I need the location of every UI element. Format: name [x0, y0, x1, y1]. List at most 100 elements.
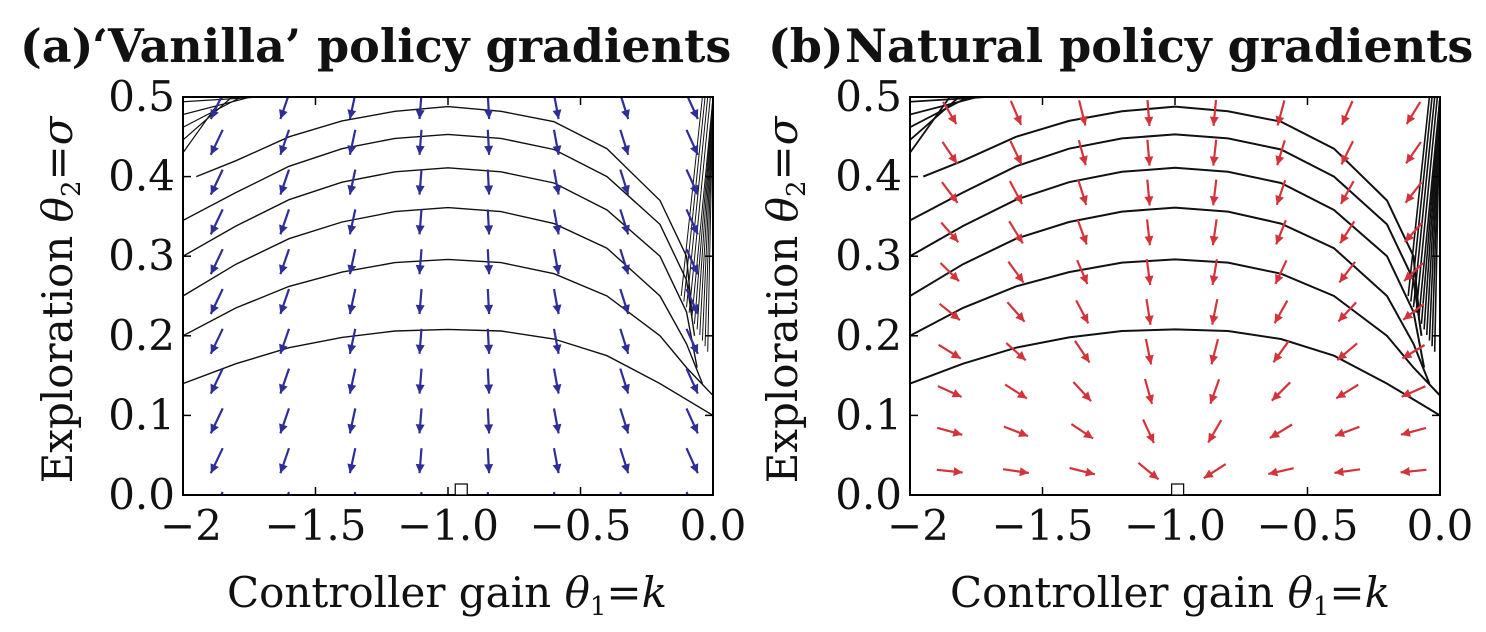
panel-b-ylabel: Exploration θ2=σ: [758, 115, 812, 483]
arrow-head: [1079, 195, 1088, 205]
gradient-arrow: [484, 288, 494, 315]
gradient-arrow: [1069, 466, 1096, 477]
y-tick-label: 0.3: [835, 231, 902, 280]
gradient-arrow: [1334, 467, 1361, 477]
gradient-arrow: [1142, 419, 1155, 444]
contour-line: [910, 258, 1440, 397]
gradient-arrow: [1207, 419, 1223, 444]
gradient-arrow: [619, 169, 630, 195]
gradient-arrow: [1209, 219, 1219, 246]
contour-line: [910, 97, 978, 116]
arrow-head: [690, 224, 699, 235]
gradient-arrow: [1274, 259, 1288, 285]
arrow-head: [1016, 389, 1027, 399]
x-tick-label: −1.5: [992, 501, 1094, 550]
gradient-arrow: [685, 208, 699, 235]
gradient-arrow: [1405, 101, 1422, 125]
arrow-head: [1401, 389, 1412, 398]
arrow-head: [949, 232, 959, 243]
arrow-head: [621, 423, 630, 434]
arrow-head: [552, 224, 562, 235]
gradient-arrow: [1075, 299, 1090, 324]
arrow-head: [347, 184, 357, 195]
gradient-arrow: [1338, 261, 1356, 284]
arrow-head: [1275, 155, 1285, 166]
gradient-arrow: [347, 97, 357, 120]
gradient-arrow: [552, 169, 562, 195]
gradient-arrow: [1209, 99, 1219, 127]
arrow-head: [279, 109, 288, 119]
gradient-arrow: [1340, 100, 1354, 126]
gradient-arrow: [209, 208, 224, 235]
gradient-arrow: [415, 209, 425, 235]
contour-line: [1412, 97, 1436, 308]
arrow-head: [347, 264, 357, 275]
gradient-arrow: [1209, 298, 1219, 325]
gradient-arrow: [1076, 219, 1088, 245]
arrow-head: [415, 185, 425, 195]
arrow-head: [621, 383, 630, 394]
arrow-head: [1144, 116, 1154, 126]
arrow-head: [621, 109, 630, 119]
panel-b: (b) Natural policy gradients −2 −1.5 −1.0−…: [758, 19, 1473, 622]
optimum-marker: [454, 483, 468, 496]
arrow-head: [1080, 352, 1090, 363]
arrow-head: [415, 109, 425, 119]
gradient-arrow: [484, 97, 494, 120]
arrow-head: [279, 224, 288, 235]
gradient-arrow: [939, 262, 960, 282]
y-tick-label: 0.0: [108, 470, 175, 519]
arrow-head: [1208, 432, 1217, 443]
arrow-head: [950, 310, 960, 321]
gradient-arrow: [937, 385, 963, 398]
arrow-head: [279, 383, 288, 394]
gradient-arrow: [415, 448, 425, 474]
gradient-arrow: [1403, 221, 1424, 243]
arrow-head: [690, 383, 699, 394]
panel-b-xlabel: Controller gain θ1=k: [950, 568, 1390, 622]
gradient-arrow: [209, 288, 224, 315]
arrow-head: [1271, 391, 1282, 401]
arrow-head: [210, 304, 219, 314]
gradient-arrow: [1335, 383, 1359, 400]
panel-b-xlabel-var: θ: [1288, 568, 1313, 617]
arrow-head: [210, 423, 219, 434]
arrow-head: [552, 185, 562, 195]
gradient-arrow: [1144, 298, 1154, 325]
arrow-head: [1269, 429, 1280, 439]
y-tick-label: 0.4: [835, 152, 902, 201]
arrow-head: [621, 224, 630, 235]
gradient-arrow: [1404, 181, 1423, 204]
arrow-head: [1144, 275, 1154, 285]
gradient-arrow: [685, 248, 699, 275]
arrow-head: [552, 109, 562, 119]
arrow-head: [1014, 272, 1024, 283]
panel-b-ylabel-sub: 2: [782, 180, 812, 197]
gradient-arrow: [484, 249, 494, 275]
gradient-arrow: [1074, 340, 1091, 364]
arrow-head: [552, 463, 562, 474]
gradient-arrow: [1203, 463, 1227, 480]
gradient-arrow: [936, 426, 963, 437]
gradient-arrow: [1400, 467, 1427, 476]
arrow-head: [690, 423, 699, 434]
gradient-arrow: [619, 248, 630, 275]
arrow-head: [948, 193, 958, 203]
arrow-head: [484, 109, 494, 119]
gradient-arrow: [1275, 219, 1287, 245]
contour-line: [183, 133, 696, 336]
arrow-head: [484, 225, 494, 235]
gradient-arrow: [1268, 467, 1294, 477]
arrow-head: [690, 144, 699, 155]
gradient-arrow: [1077, 139, 1088, 166]
gradient-arrow: [552, 448, 562, 474]
gradient-arrow: [1144, 338, 1154, 365]
arrow-head: [690, 343, 699, 354]
arrow-head: [347, 304, 357, 314]
optimum-marker: [1171, 483, 1185, 496]
gradient-arrow: [279, 447, 291, 474]
panel-a-ylabel-text: Exploration: [33, 222, 82, 483]
panel-b-ylabel-var: θ: [758, 197, 807, 222]
arrow-head: [1079, 274, 1088, 285]
panel-b-label: (b): [768, 19, 844, 73]
